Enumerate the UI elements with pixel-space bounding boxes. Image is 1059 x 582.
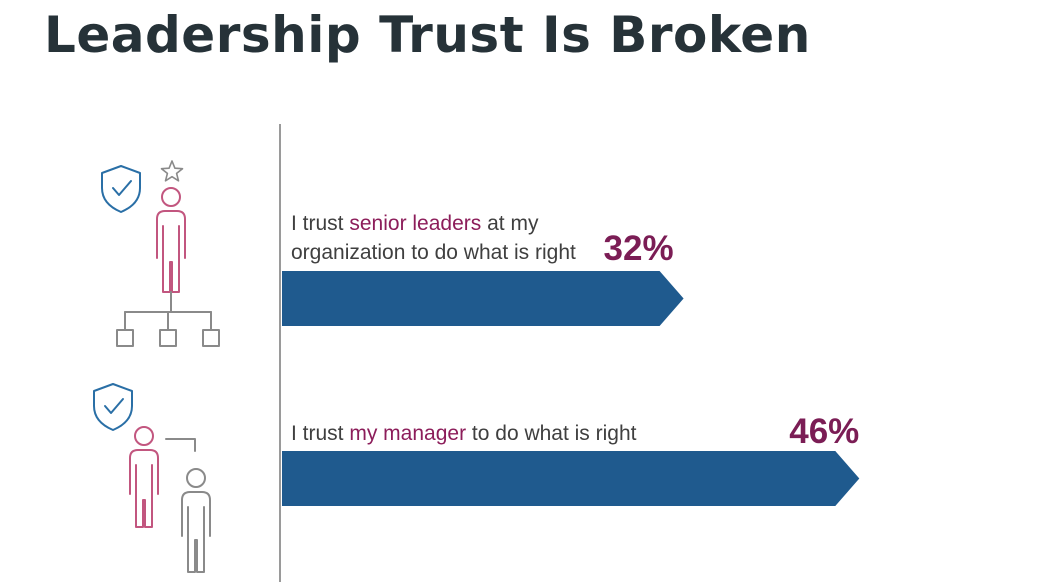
manager-employee-icon — [93, 383, 211, 573]
bar-label-1-line2: organization to do what is right — [291, 241, 576, 264]
shield-check-icon — [93, 383, 133, 431]
employee-person-icon — [181, 468, 211, 573]
bar-2 — [282, 451, 860, 506]
senior-leader-org-chart-icon — [101, 160, 220, 347]
bar-label-1: I trust senior leaders at my — [291, 212, 539, 235]
bar-label-2: I trust my manager to do what is right — [291, 422, 637, 445]
value-label-1: 32% — [604, 229, 674, 268]
leader-person-icon — [156, 187, 186, 293]
bar-label-1-pre: I trust — [291, 212, 349, 235]
bar-label-1-post: at my — [481, 212, 539, 235]
value-label-2: 46% — [789, 412, 859, 451]
bar-label-2-highlight: my manager — [349, 422, 466, 445]
star-icon — [160, 160, 184, 182]
manager-person-icon — [129, 426, 159, 528]
reporting-line — [165, 438, 196, 452]
bars-group: 32% 46% — [282, 229, 860, 506]
bar-1 — [282, 271, 684, 326]
bar-label-1-highlight: senior leaders — [349, 212, 481, 235]
bar-label-2-pre: I trust — [291, 422, 349, 445]
org-chart-icon — [116, 291, 220, 347]
page-title: Leadership Trust Is Broken — [44, 6, 811, 64]
bar-label-2-post: to do what is right — [466, 422, 637, 445]
shield-check-icon — [101, 165, 141, 213]
